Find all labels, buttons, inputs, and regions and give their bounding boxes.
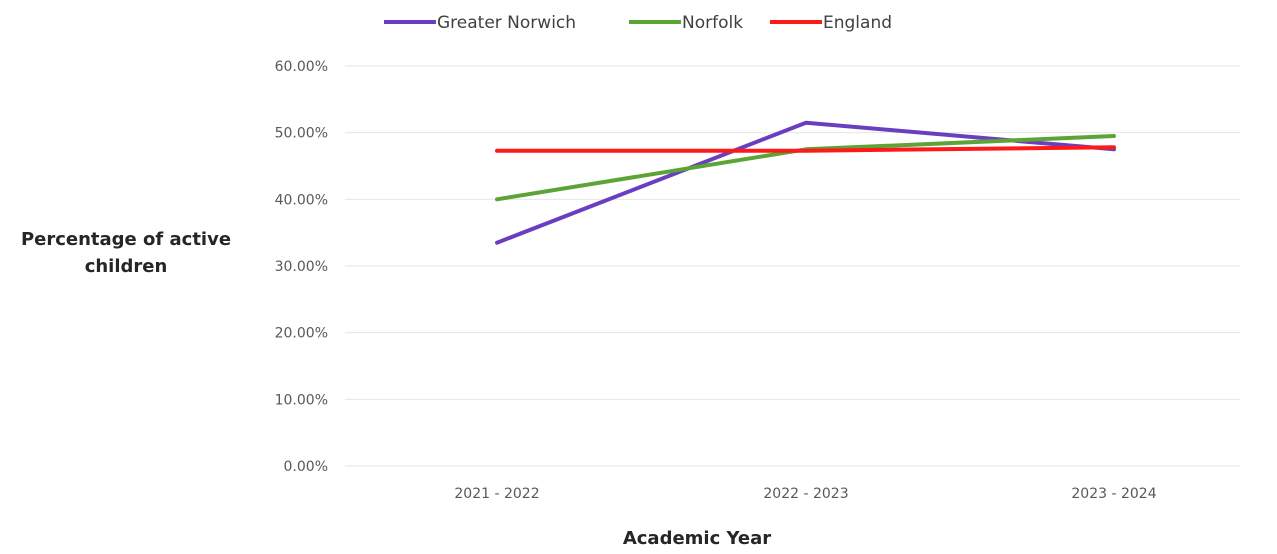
legend: Greater Norwich Norfolk England [384, 13, 892, 33]
x-tick-label: 2021 - 2022 [454, 486, 539, 502]
series-line-norfolk [495, 134, 1116, 202]
y-tick-label: 0.00% [284, 459, 328, 475]
series-line-england [495, 145, 1116, 153]
x-axis-title: Academic Year [623, 528, 771, 549]
y-tick-label: 50.00% [275, 126, 328, 142]
x-axis-ticks: 2021 - 2022 2022 - 2023 2023 - 2024 [454, 486, 1156, 502]
y-tick-label: 60.00% [275, 59, 328, 75]
y-tick-label: 30.00% [275, 259, 328, 275]
y-tick-label: 10.00% [275, 392, 328, 408]
y-axis-ticks: 0.00% 10.00% 20.00% 30.00% 40.00% 50.00% 60.00… [275, 59, 328, 475]
series-lines [495, 120, 1116, 245]
y-axis-title-line-2: children [85, 256, 168, 277]
y-tick-label: 40.00% [275, 192, 328, 208]
legend-label-norfolk: Norfolk [682, 13, 743, 33]
legend-label-greater-norwich: Greater Norwich [437, 13, 576, 33]
x-tick-label: 2022 - 2023 [763, 486, 848, 502]
gridlines [345, 65, 1240, 467]
legend-label-england: England [823, 13, 892, 33]
x-tick-label: 2023 - 2024 [1071, 486, 1156, 502]
y-tick-label: 20.00% [275, 326, 328, 342]
y-axis-title-line-1: Percentage of active [21, 229, 231, 250]
